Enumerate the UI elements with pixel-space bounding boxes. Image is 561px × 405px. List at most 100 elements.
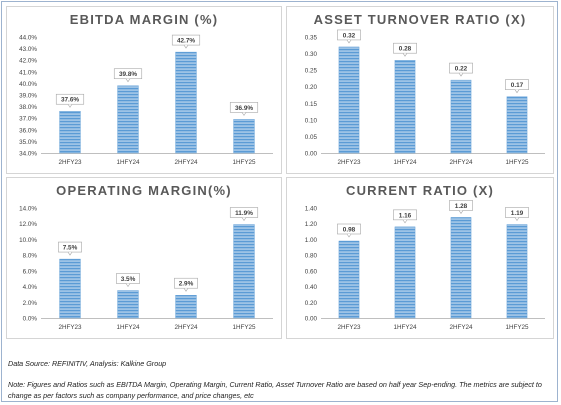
operating-margin-chart: OPERATING MARGIN(%) 0.0% 2.0% 4.0% 6.0% 8.0%… bbox=[6, 177, 282, 339]
svg-text:37.6%: 37.6% bbox=[61, 97, 79, 104]
data-source-text: Data Source: REFINITIV, Analysis: Kalkin… bbox=[8, 359, 167, 368]
data-label: 1.19 bbox=[505, 207, 529, 222]
y-tick-label: 38.0% bbox=[19, 104, 37, 111]
y-tick-label: 1.40 bbox=[305, 206, 318, 213]
y-tick-label: 0.15 bbox=[305, 101, 318, 108]
x-tick-label: 1HFY24 bbox=[393, 159, 417, 166]
x-tick-label: 2HFY24 bbox=[174, 159, 198, 166]
y-tick-label: 0.05 bbox=[305, 134, 318, 141]
chart-title: ASSET TURNOVER RATIO (X) bbox=[313, 12, 527, 27]
asset-turnover-ratio-chart: ASSET TURNOVER RATIO (X) 0.00 0.05 0.10 0.1… bbox=[286, 6, 554, 174]
data-label: 37.6% bbox=[55, 93, 85, 108]
y-tick-label: 0.10 bbox=[305, 117, 318, 124]
y-tick-label: 40.0% bbox=[19, 81, 37, 88]
y-tick-label: 12.0% bbox=[19, 221, 37, 228]
bar bbox=[450, 79, 472, 154]
y-tick-label: 42.0% bbox=[19, 58, 37, 65]
chart-title: CURRENT RATIO (X) bbox=[346, 183, 494, 198]
ebitda-margin-plot: 34.0% 35.0% 36.0% 37.0% 38.0% 39.0% 40.0% 41.0%… bbox=[19, 34, 273, 166]
data-label: 39.8% bbox=[113, 68, 143, 83]
bar bbox=[59, 111, 81, 154]
x-tick-label: 2HFY23 bbox=[58, 159, 82, 166]
y-tick-label: 0.25 bbox=[305, 68, 318, 75]
svg-text:1.28: 1.28 bbox=[455, 203, 468, 210]
y-tick-label: 14.0% bbox=[19, 206, 37, 213]
svg-text:0.98: 0.98 bbox=[343, 226, 356, 233]
data-label: 11.9% bbox=[229, 207, 259, 222]
y-tick-label: 0.40 bbox=[305, 284, 318, 291]
data-label: 1.16 bbox=[393, 209, 417, 224]
y-tick-label: 44.0% bbox=[19, 35, 37, 42]
svg-text:36.9%: 36.9% bbox=[235, 105, 253, 112]
svg-text:1.19: 1.19 bbox=[511, 210, 524, 217]
current-ratio-chart: CURRENT RATIO (X) 0.00 0.20 0.40 0.60 0.80 1.… bbox=[286, 177, 554, 339]
x-tick-label: 2HFY23 bbox=[337, 159, 361, 166]
y-tick-label: 35.0% bbox=[19, 139, 37, 146]
y-tick-label: 6.0% bbox=[23, 268, 38, 275]
svg-text:0.32: 0.32 bbox=[343, 32, 356, 39]
y-tick-label: 36.0% bbox=[19, 127, 37, 134]
svg-text:3.5%: 3.5% bbox=[121, 276, 136, 283]
y-tick-label: 0.20 bbox=[305, 300, 318, 307]
y-tick-label: 39.0% bbox=[19, 93, 37, 100]
operating-margin-plot: 0.0% 2.0% 4.0% 6.0% 8.0% 10.0% 12.0% 14.0% 7.5% 2… bbox=[19, 206, 273, 331]
data-label: 3.5% bbox=[116, 273, 140, 288]
asset-turnover-ratio-plot: 0.00 0.05 0.10 0.15 0.20 0.25 0.30 0.35 0.32 2HFY… bbox=[305, 29, 545, 166]
y-tick-label: 0.30 bbox=[305, 51, 318, 58]
svg-text:42.7%: 42.7% bbox=[177, 37, 195, 44]
svg-text:39.8%: 39.8% bbox=[119, 71, 137, 78]
y-tick-label: 8.0% bbox=[23, 253, 38, 260]
current-ratio-plot: 0.00 0.20 0.40 0.60 0.80 1.00 1.20 1.40 0.98 2HFY… bbox=[305, 200, 545, 331]
x-tick-label: 2HFY24 bbox=[449, 324, 473, 331]
y-tick-label: 1.00 bbox=[305, 237, 318, 244]
bar bbox=[175, 295, 197, 319]
y-tick-label: 0.00 bbox=[305, 316, 318, 323]
svg-text:0.28: 0.28 bbox=[399, 46, 412, 53]
x-tick-label: 2HFY24 bbox=[449, 159, 473, 166]
y-tick-label: 41.0% bbox=[19, 69, 37, 76]
x-tick-label: 1HFY25 bbox=[232, 324, 256, 331]
y-tick-label: 1.20 bbox=[305, 221, 318, 228]
x-tick-label: 2HFY23 bbox=[58, 324, 82, 331]
data-label: 0.22 bbox=[449, 62, 473, 77]
y-tick-label: 34.0% bbox=[19, 151, 37, 158]
x-tick-label: 1HFY25 bbox=[232, 159, 256, 166]
footnote-text: Note: Figures and Ratios such as EBITDA … bbox=[8, 380, 542, 400]
svg-text:11.9%: 11.9% bbox=[235, 210, 253, 217]
y-tick-label: 4.0% bbox=[23, 284, 38, 291]
chart-title: EBITDA MARGIN (%) bbox=[69, 12, 219, 27]
bar bbox=[338, 240, 360, 319]
y-tick-label: 37.0% bbox=[19, 116, 37, 123]
bar bbox=[394, 60, 416, 154]
data-label: 0.28 bbox=[393, 42, 417, 57]
x-tick-label: 2HFY23 bbox=[337, 324, 361, 331]
x-tick-label: 2HFY24 bbox=[174, 324, 198, 331]
x-tick-label: 1HFY24 bbox=[116, 159, 140, 166]
bar bbox=[117, 85, 139, 154]
data-label: 42.7% bbox=[171, 34, 201, 49]
y-tick-label: 0.80 bbox=[305, 253, 318, 260]
x-tick-label: 1HFY25 bbox=[505, 324, 529, 331]
bar bbox=[506, 96, 528, 154]
data-label: 7.5% bbox=[58, 241, 82, 256]
data-label: 1.28 bbox=[449, 200, 473, 214]
bar bbox=[450, 217, 472, 319]
data-label: 2.9% bbox=[174, 277, 198, 292]
ebitda-margin-chart: EBITDA MARGIN (%) 34.0% 35.0% 36.0% 37.0% 38… bbox=[6, 6, 282, 174]
y-tick-label: 0.20 bbox=[305, 84, 318, 91]
data-label: 0.98 bbox=[337, 223, 361, 238]
y-tick-label: 2.0% bbox=[23, 300, 38, 307]
y-tick-label: 0.35 bbox=[305, 35, 318, 42]
svg-text:0.17: 0.17 bbox=[511, 82, 524, 89]
bar bbox=[59, 258, 81, 319]
bar bbox=[117, 290, 139, 319]
y-tick-label: 43.0% bbox=[19, 46, 37, 53]
data-label: 0.17 bbox=[505, 79, 529, 94]
chart-title: OPERATING MARGIN(%) bbox=[56, 183, 232, 198]
y-tick-label: 0.0% bbox=[23, 316, 38, 323]
bar bbox=[338, 46, 360, 154]
data-label: 36.9% bbox=[229, 102, 259, 116]
y-tick-label: 0.60 bbox=[305, 268, 318, 275]
bar bbox=[394, 226, 416, 319]
